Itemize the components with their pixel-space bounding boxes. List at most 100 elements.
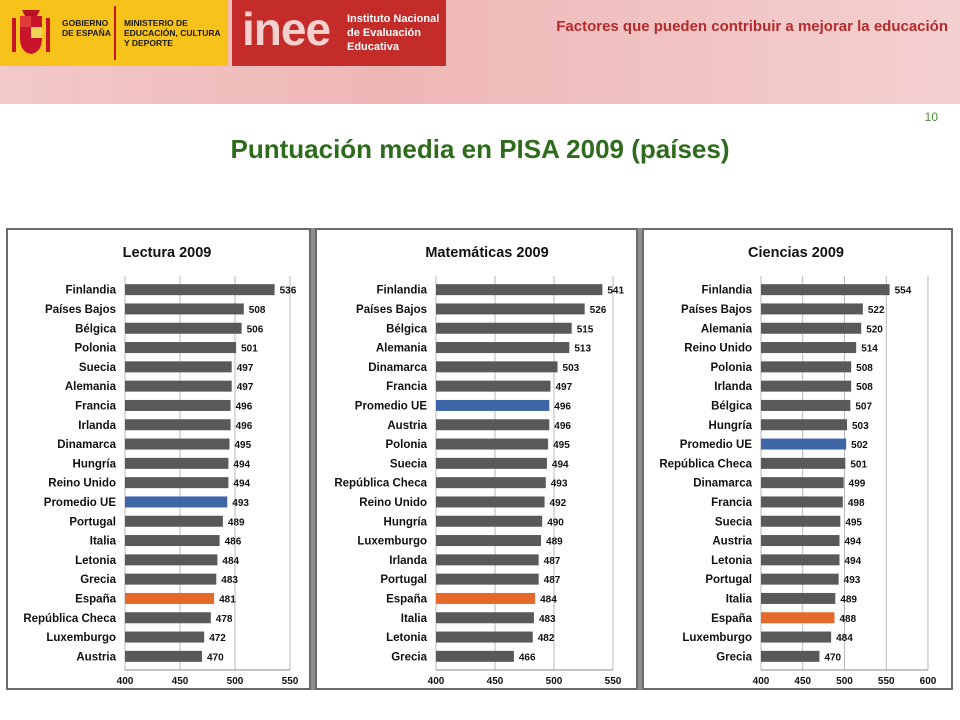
chart-panel-lectura: Lectura 2009 400 450 500 550 Finlandia 536 País…	[6, 228, 311, 690]
data-label: 508	[856, 363, 873, 374]
bar	[761, 554, 840, 566]
bar	[761, 380, 852, 392]
chart-matematicas: Matemáticas 2009 400 450 500 550 Finlandia 541…	[334, 245, 624, 687]
x-tick-label: 400	[428, 676, 445, 687]
data-label: 478	[216, 614, 233, 625]
category-label: Finlandia	[377, 285, 428, 297]
data-label: 497	[237, 363, 254, 374]
category-label: Hungría	[709, 420, 753, 432]
data-label: 490	[547, 517, 564, 528]
category-label: Luxemburgo	[357, 536, 427, 548]
coat-of-arms-icon	[12, 10, 50, 54]
bar	[761, 419, 848, 431]
data-label: 482	[538, 633, 555, 644]
data-label: 494	[844, 537, 861, 548]
data-label: 526	[590, 305, 607, 316]
category-label: Promedio UE	[680, 439, 753, 451]
category-label: Reino Unido	[48, 478, 116, 490]
data-label: 470	[824, 652, 841, 663]
chart-title: Matemáticas 2009	[425, 245, 548, 261]
category-label: Irlanda	[714, 381, 752, 393]
charts-container: Lectura 2009 400 450 500 550 Finlandia 536 País…	[6, 228, 953, 690]
category-label: Portugal	[705, 574, 752, 586]
bar	[125, 303, 244, 315]
data-label: 503	[563, 363, 580, 374]
bar	[761, 303, 863, 315]
data-label: 497	[237, 382, 254, 393]
category-label: Promedio UE	[355, 400, 428, 412]
category-label: Grecia	[716, 651, 752, 663]
data-label: 483	[221, 575, 238, 586]
category-label: Portugal	[69, 516, 116, 528]
ministry-text: MINISTERIO DE EDUCACIÓN, CULTURA Y DEPOR…	[124, 18, 221, 48]
data-label: 487	[544, 575, 561, 586]
bar	[436, 419, 550, 431]
data-label: 489	[228, 517, 245, 528]
data-label: 506	[247, 324, 264, 335]
category-label: Países Bajos	[681, 304, 752, 316]
data-label: 494	[233, 479, 250, 490]
page-number: 10	[924, 110, 938, 124]
data-label: 522	[868, 305, 885, 316]
data-label: 492	[550, 498, 567, 509]
data-label: 508	[249, 305, 266, 316]
category-label: Reino Unido	[684, 343, 752, 355]
category-label: Alemania	[65, 381, 117, 393]
bar	[761, 438, 847, 450]
category-label: Letonia	[386, 632, 427, 644]
data-label: 495	[235, 440, 252, 451]
bar	[125, 322, 242, 334]
category-label: Hungría	[384, 516, 428, 528]
bar	[436, 399, 550, 411]
bar	[436, 496, 545, 508]
bar	[436, 457, 547, 469]
bar	[125, 477, 229, 489]
bar	[125, 612, 211, 624]
category-label: Grecia	[80, 574, 116, 586]
data-label: 484	[836, 633, 853, 644]
inee-logo: inee Instituto Nacional de Evaluación Ed…	[232, 0, 446, 66]
category-label: Luxemburgo	[682, 632, 752, 644]
logo-divider	[114, 6, 116, 60]
bar	[761, 361, 852, 373]
data-label: 495	[553, 440, 570, 451]
data-label: 501	[850, 459, 867, 470]
data-label: 514	[861, 344, 878, 355]
category-label: Grecia	[391, 651, 427, 663]
category-label: Países Bajos	[356, 304, 427, 316]
category-label: Irlanda	[389, 555, 427, 567]
category-label: Bélgica	[386, 323, 428, 335]
category-label: Finlandia	[66, 285, 117, 297]
bar	[125, 361, 232, 373]
category-label: Dinamarca	[368, 362, 427, 374]
data-label: 489	[546, 537, 563, 548]
bar	[436, 477, 546, 489]
bar	[125, 515, 223, 527]
government-logo: GOBIERNO DE ESPAÑA MINISTERIO DE EDUCACI…	[0, 0, 228, 66]
bar	[125, 554, 218, 566]
page-title: Puntuación media en PISA 2009 (países)	[230, 134, 730, 164]
category-label: Reino Unido	[359, 497, 427, 509]
bar	[761, 631, 832, 643]
category-label: Alemania	[701, 323, 753, 335]
data-label: 483	[539, 614, 556, 625]
data-label: 502	[851, 440, 868, 451]
bar	[436, 573, 539, 585]
x-tick-label: 550	[605, 676, 622, 687]
data-label: 494	[844, 556, 861, 567]
category-label: Letonia	[711, 555, 752, 567]
bar	[761, 342, 857, 354]
category-label: Bélgica	[75, 323, 117, 335]
bar	[761, 457, 846, 469]
chart-panel-ciencias: Ciencias 2009 400 450 500 550 600 Finlandia 554…	[642, 228, 953, 690]
category-label: Finlandia	[702, 285, 753, 297]
bar	[761, 612, 835, 624]
bar	[436, 438, 549, 450]
category-label: Polonia	[710, 362, 752, 374]
bar	[125, 457, 229, 469]
data-label: 466	[519, 652, 536, 663]
category-label: Suecia	[79, 362, 117, 374]
category-label: Suecia	[715, 516, 753, 528]
bar	[436, 284, 603, 296]
x-tick-label: 600	[920, 676, 937, 687]
